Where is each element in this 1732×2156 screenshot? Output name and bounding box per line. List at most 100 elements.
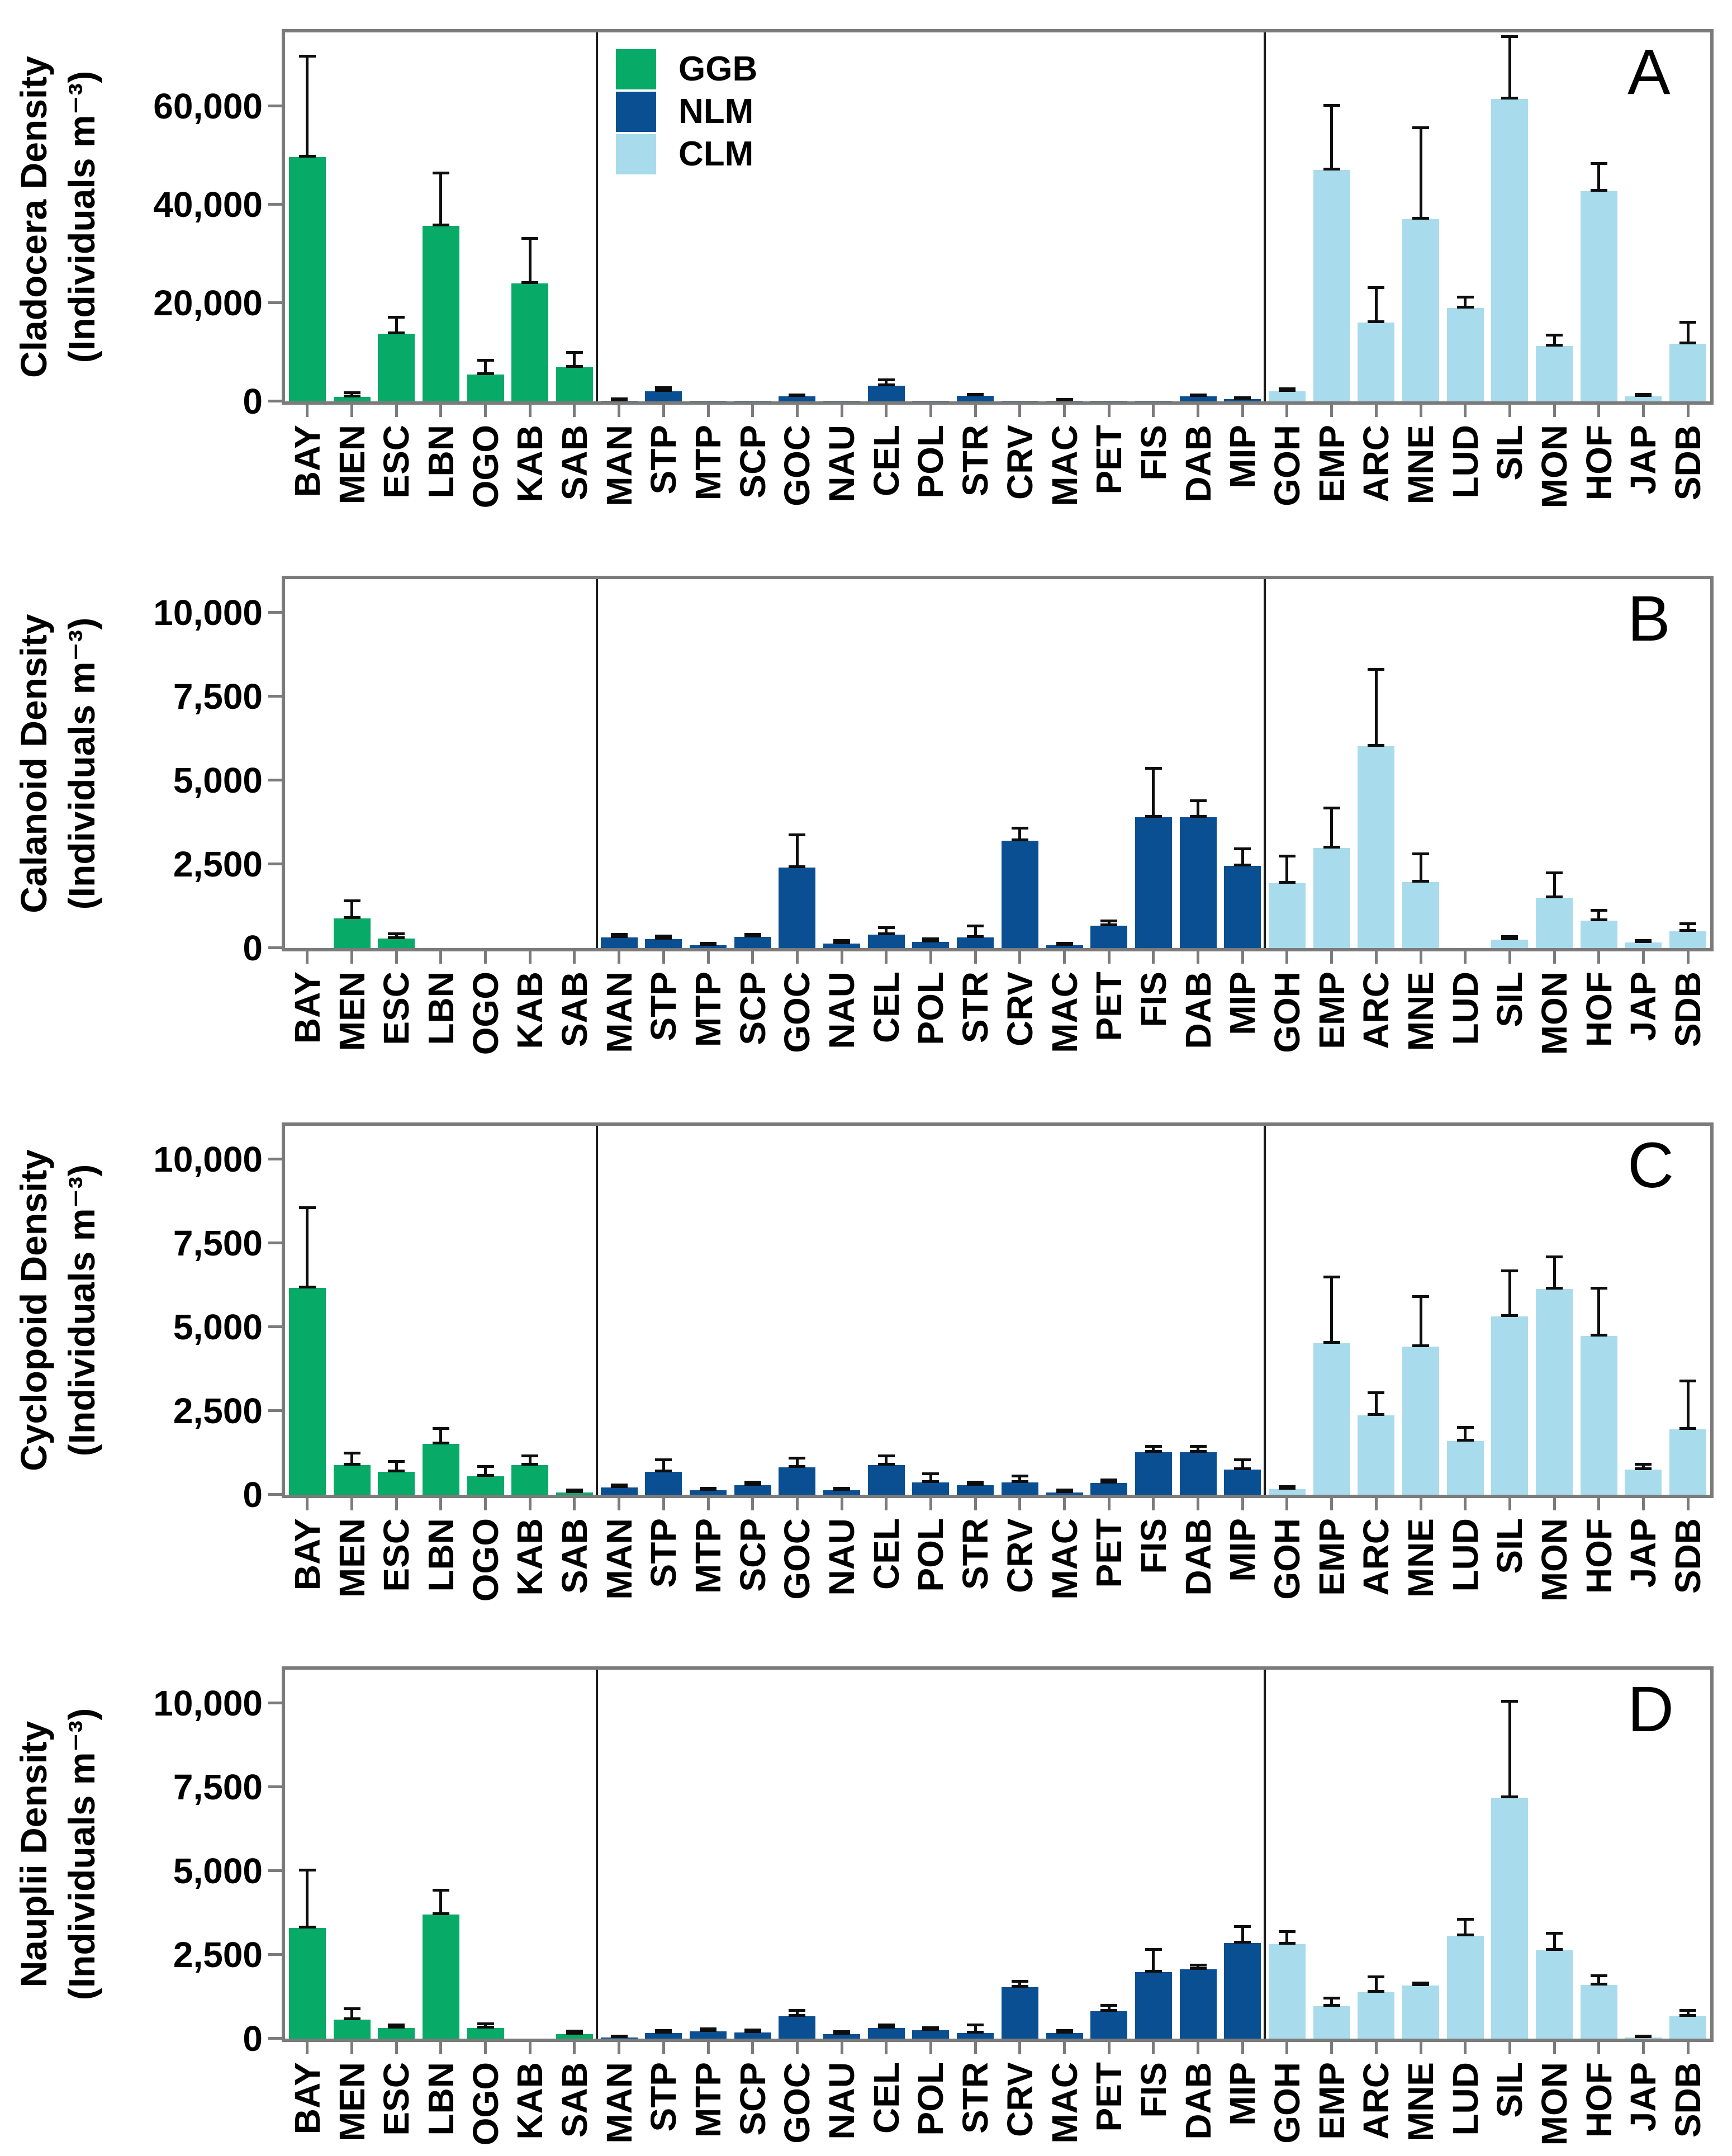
error-bar-cap-bottom (1189, 394, 1207, 397)
error-bar-cap-top (1679, 321, 1697, 324)
error-bar-cap-top (1323, 1276, 1340, 1279)
x-tick-mark (306, 405, 309, 417)
x-tick-label-POL: POL (910, 2062, 951, 2136)
x-tick-mark (1285, 2042, 1289, 2054)
error-bar-cap-bottom (298, 1285, 316, 1288)
y-tick-mark (268, 863, 282, 865)
error-bar-cap-bottom (1145, 815, 1162, 818)
x-tick-label-HOF: HOF (1578, 972, 1619, 1048)
x-tick-mark (395, 1498, 398, 1510)
x-tick-mark (1597, 1498, 1601, 1510)
x-tick-mark (929, 1498, 932, 1510)
x-tick-label-SIL: SIL (1489, 2062, 1530, 2118)
error-bar-LBN (439, 174, 443, 226)
x-tick-label-PET: PET (1089, 1518, 1130, 1588)
bar-SAB (556, 2034, 593, 2039)
error-bar-cap-bottom (744, 1482, 761, 1486)
x-tick-mark (1107, 2042, 1111, 2054)
x-tick-mark (1508, 1498, 1511, 1510)
x-tick-label-LUD: LUD (1445, 1518, 1486, 1592)
x-tick-mark (751, 405, 755, 417)
error-bar-cap-bottom (1145, 1969, 1162, 1973)
bar-BAY (288, 1928, 326, 2039)
error-bar-cap-top (1679, 922, 1697, 925)
x-tick-mark (528, 1498, 532, 1510)
x-tick-label-CEL: CEL (866, 972, 907, 1043)
error-bar-cap-top (1011, 1979, 1028, 1983)
x-tick-label-MNE: MNE (1401, 425, 1441, 505)
x-tick-label-CEL: CEL (866, 425, 907, 496)
error-bar-CEL (885, 928, 888, 935)
x-tick-label-SIL: SIL (1489, 1518, 1530, 1574)
error-bar-cap-top (1546, 871, 1563, 875)
x-tick-mark (439, 2042, 443, 2054)
error-bar-cap-top (1590, 908, 1607, 912)
bar-HOF (1580, 1985, 1617, 2039)
error-bar-MEN (350, 1453, 354, 1466)
x-tick-mark (573, 405, 576, 417)
x-tick-mark (1152, 2042, 1155, 2054)
y-tick-label: 2,500 (173, 1391, 263, 1431)
x-tick-mark (528, 2042, 532, 2054)
error-bar-cap-top (1546, 1932, 1563, 1935)
x-tick-label-SDB: SDB (1668, 1518, 1709, 1594)
x-tick-label-KAB: KAB (510, 972, 551, 1049)
error-bar-cap-top (1368, 1391, 1385, 1395)
legend-swatch-ggb (616, 49, 656, 89)
legend-swatch-clm (616, 134, 656, 174)
x-tick-label-MAC: MAC (1044, 425, 1085, 506)
error-bar-FIS (1152, 769, 1155, 817)
error-bar-cap-bottom (1056, 1490, 1073, 1493)
x-tick-label-FIS: FIS (1133, 425, 1174, 481)
y-tick-mark (268, 400, 282, 402)
x-tick-mark (1152, 405, 1155, 417)
error-bar-MIP (1241, 1461, 1244, 1470)
y-tick-label: 5,000 (173, 760, 263, 800)
legend-label-clm: CLM (678, 135, 754, 173)
error-bar-cap-bottom (1189, 1967, 1207, 1970)
x-tick-label-DAB: DAB (1178, 1518, 1218, 1596)
x-tick-label-MTP: MTP (688, 2062, 729, 2138)
error-bar-cap-top (477, 358, 494, 362)
error-bar-cap-bottom (877, 2025, 895, 2029)
x-tick-mark (439, 405, 443, 417)
error-bar-cap-top (1368, 1975, 1385, 1978)
x-tick-mark (1063, 1498, 1066, 1510)
x-tick-label-OGO: OGO (465, 2062, 506, 2146)
bar-SCP (734, 2032, 771, 2039)
error-bar-cap-top (1100, 920, 1118, 923)
error-bar-cap-top (1234, 847, 1251, 851)
bar-MIP (1224, 866, 1261, 948)
error-bar-cap-bottom (343, 1463, 360, 1466)
bar-GOH (1268, 391, 1306, 401)
x-tick-label-MEN: MEN (331, 1518, 372, 1598)
error-bar-EMP (1330, 106, 1334, 170)
error-bar-cap-top (610, 933, 628, 936)
error-bar-cap-top (1189, 799, 1207, 803)
error-bar-cap-bottom (1456, 1439, 1474, 1442)
x-tick-mark (706, 2042, 710, 2054)
x-tick-mark (1063, 405, 1066, 417)
x-tick-label-JAP: JAP (1623, 972, 1664, 1041)
bar-GOH (1268, 1489, 1306, 1495)
x-tick-label-CEL: CEL (866, 2062, 907, 2134)
x-tick-label-MAN: MAN (599, 425, 639, 506)
x-tick-mark (1285, 1498, 1289, 1510)
error-bar-cap-top (877, 926, 895, 930)
error-bar-cap-top (655, 2029, 672, 2032)
error-bar-cap-top (1189, 1963, 1207, 1967)
error-bar-cap-top (521, 1454, 539, 1457)
x-tick-mark (1597, 405, 1601, 417)
bar-CRV (1001, 841, 1038, 948)
error-bar-ARC (1374, 288, 1378, 323)
error-bar-cap-bottom (1679, 929, 1697, 932)
y-tick-mark (268, 203, 282, 206)
x-tick-label-SCP: SCP (732, 425, 773, 499)
x-tick-mark (974, 1498, 977, 1510)
error-bar-ARC (1374, 1394, 1378, 1415)
x-tick-label-POL: POL (910, 425, 951, 499)
error-bar-cap-top (1456, 1917, 1474, 1921)
error-bar-EMP (1330, 1278, 1334, 1343)
error-bar-MON (1553, 874, 1556, 898)
error-bar-cap-bottom (477, 2025, 494, 2029)
